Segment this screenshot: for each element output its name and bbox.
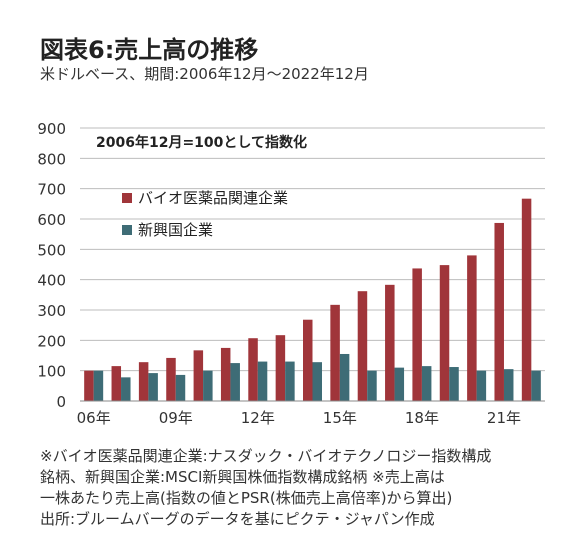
bar [121,377,131,401]
x-axis-tick-labels: 06年 09年 12年 15年 18年 21年 [77,409,521,427]
footnotes: ※バイオ医薬品関連企業:ナスダック・バイオテクノロジー指数構成 銘柄、新興国企業… [40,446,560,530]
chart-annotation: 2006年12月=100として指数化 [96,134,307,151]
x-tick-label: 21年 [487,409,521,427]
y-tick-label: 200 [37,332,66,350]
y-axis-tick-labels: 0 100 200 300 400 500 600 700 800 900 [37,120,66,411]
bar [220,347,231,401]
bar [330,304,340,401]
bar [494,222,504,401]
y-tick-label: 0 [56,393,66,411]
footnote-line: 一株あたり売上高(指数の値とPSR(株価売上高倍率)から算出) [40,489,453,507]
x-tick-label: 09年 [159,409,193,427]
bar [303,319,313,401]
bar [84,370,94,401]
chart-subtitle: 米ドルベース、期間:2006年12月〜2022年12月 [40,65,369,83]
footnote-line: ※バイオ医薬品関連企業:ナスダック・バイオテクノロジー指数構成 [40,447,492,465]
bar [503,369,514,401]
y-tick-label: 700 [37,181,66,199]
bar [521,198,532,401]
bar [531,370,541,401]
bar [275,335,286,401]
bar [111,366,122,401]
x-tick-label: 06年 [77,409,111,427]
bar [449,367,459,401]
bar-chart: 0 100 200 300 400 500 600 700 800 900 06年 09年 12年 15… [37,120,545,427]
bar [467,255,477,401]
bar [367,370,377,401]
footnote-line: 出所:ブルームバーグのデータを基にピクテ・ジャパン作成 [40,510,435,528]
bar [412,268,422,401]
bar [257,361,268,401]
y-tick-label: 600 [37,211,66,229]
bar [339,353,350,401]
bar [93,370,104,401]
footnote-line: 銘柄、新興国企業:MSCI新興国株価指数構成銘柄 ※売上高は [40,468,445,486]
bar [394,367,405,401]
y-tick-label: 900 [37,120,66,138]
bar [148,373,158,401]
x-tick-label: 12年 [241,409,275,427]
y-tick-label: 500 [37,241,66,259]
bar [385,284,395,401]
y-tick-label: 100 [37,363,66,381]
chart-title: 図表6:売上高の推移 [40,36,259,64]
bar [421,366,432,401]
legend-label: 新興国企業 [138,221,213,239]
bars [84,198,541,401]
bar [166,357,176,401]
x-tick-label: 18年 [405,409,439,427]
bar [312,362,322,401]
bar [248,338,258,401]
bar [175,374,186,401]
bar [357,291,368,401]
bar [203,370,213,401]
y-tick-label: 400 [37,272,66,290]
bar [193,350,204,401]
y-tick-label: 800 [37,150,66,168]
bar [138,362,149,401]
legend-swatch [122,225,132,235]
legend-label: バイオ医薬品関連企業 [138,189,288,207]
legend-swatch [122,193,132,203]
bar [285,361,295,401]
y-tick-label: 300 [37,302,66,320]
bar [230,363,240,401]
bar [439,265,450,401]
x-tick-label: 15年 [323,409,357,427]
bar [476,370,487,401]
